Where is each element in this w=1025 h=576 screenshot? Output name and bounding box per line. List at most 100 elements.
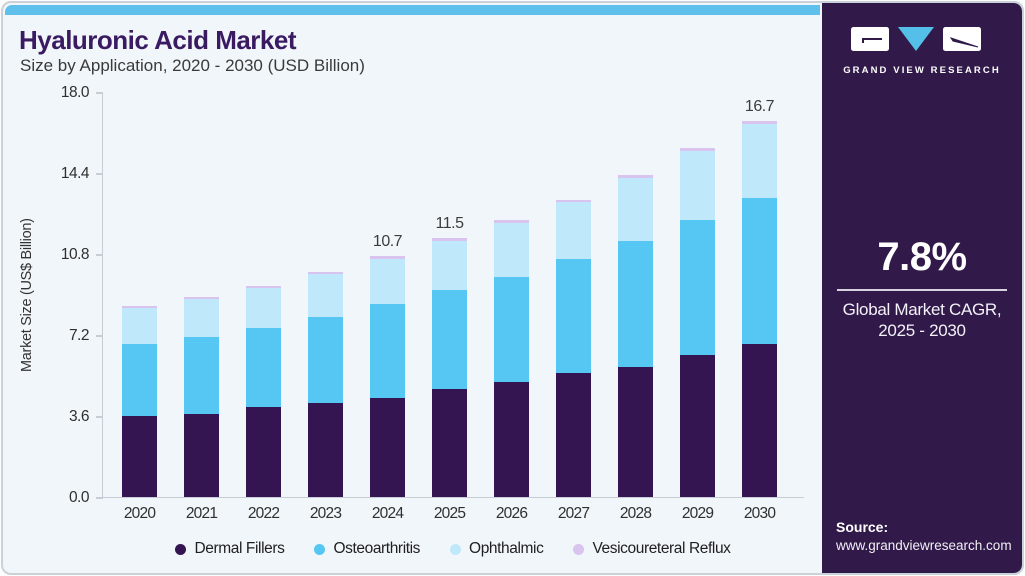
- bar-2020: [122, 305, 157, 497]
- bar-2026: [494, 220, 529, 497]
- x-tick-label-2025: 2025: [433, 505, 466, 522]
- segment-ophthalmic-2022: [246, 287, 281, 329]
- segment-ophthalmic-2029: [680, 150, 715, 221]
- source-label: Source:: [836, 519, 889, 535]
- segment-vesicoureteral-reflux-2030: [742, 121, 777, 124]
- y-tick-label-18.0: 18.0: [60, 84, 90, 101]
- segment-osteoarthritis-2026: [494, 276, 529, 383]
- segment-dermal-fillers-2029: [680, 355, 715, 497]
- bar-2029: [680, 148, 715, 497]
- segment-dermal-fillers-2020: [122, 416, 157, 497]
- segment-vesicoureteral-reflux-2028: [618, 175, 653, 178]
- segment-ophthalmic-2026: [494, 222, 529, 277]
- segment-ophthalmic-2024: [370, 258, 405, 304]
- segment-osteoarthritis-2024: [370, 303, 405, 398]
- segment-osteoarthritis-2030: [742, 197, 777, 344]
- segment-ophthalmic-2028: [618, 177, 653, 241]
- legend-dot-vesicoureteral-reflux: [573, 543, 585, 555]
- cagr-value: 7.8%: [877, 235, 967, 279]
- bar-2030: 16.7: [742, 98, 777, 497]
- segment-vesicoureteral-reflux-2029: [680, 148, 715, 151]
- segment-vesicoureteral-reflux-2022: [246, 285, 281, 288]
- x-tick-label-2020: 2020: [123, 505, 156, 522]
- segment-ophthalmic-2025: [432, 240, 467, 290]
- legend-item-dermal-fillers: Dermal Fillers: [175, 540, 285, 558]
- segment-ophthalmic-2027: [556, 202, 591, 259]
- segment-vesicoureteral-reflux-2024: [370, 256, 405, 259]
- bar-2022: [246, 285, 281, 497]
- bar-2021: [184, 296, 219, 497]
- segment-osteoarthritis-2029: [680, 220, 715, 356]
- gvr-logo-text: GRAND VIEW RESEARCH: [843, 65, 1001, 76]
- segment-osteoarthritis-2023: [308, 317, 343, 403]
- x-tick-label-2029: 2029: [681, 505, 714, 522]
- bar-value-label-2025: 11.5: [435, 215, 464, 233]
- segment-ophthalmic-2023: [308, 274, 343, 317]
- segment-ophthalmic-2020: [122, 308, 157, 344]
- segment-dermal-fillers-2026: [494, 382, 529, 497]
- segment-dermal-fillers-2021: [184, 413, 219, 497]
- bar-value-label-2030: 16.7: [744, 98, 775, 116]
- segment-osteoarthritis-2022: [246, 328, 281, 407]
- segment-vesicoureteral-reflux-2020: [122, 305, 157, 308]
- segment-vesicoureteral-reflux-2026: [494, 220, 529, 223]
- cagr-divider: [837, 289, 1007, 291]
- segment-dermal-fillers-2025: [432, 389, 467, 497]
- segment-osteoarthritis-2028: [618, 240, 653, 367]
- x-tick-label-2023: 2023: [309, 505, 342, 522]
- plot-area: 2020 2021 2022 2023 10.7 2024 11.5 2025 2026 2027…: [96, 92, 804, 522]
- top-accent-strip: [5, 5, 820, 15]
- segment-dermal-fillers-2022: [246, 407, 281, 497]
- gvr-logo-icon: [851, 27, 981, 51]
- segment-dermal-fillers-2027: [556, 373, 591, 497]
- segment-dermal-fillers-2028: [618, 366, 653, 497]
- bar-2027: [556, 200, 591, 497]
- x-tick-label-2022: 2022: [247, 505, 280, 522]
- y-tick-mark-18.0: [96, 92, 103, 94]
- bar-2024: 10.7: [370, 233, 405, 497]
- legend-item-osteoarthritis: Osteoarthritis: [314, 540, 420, 558]
- legend-label-ophthalmic: Ophthalmic: [469, 540, 544, 557]
- x-tick-label-2026: 2026: [495, 505, 528, 522]
- y-tick-label-10.8: 10.8: [60, 246, 90, 263]
- cagr-caption-line2: 2025 - 2030: [878, 321, 966, 341]
- gvr-logo: GRAND VIEW RESEARCH: [822, 25, 1022, 76]
- source-block: Source: www.grandviewresearch.com: [836, 519, 1012, 553]
- legend-dot-dermal-fillers: [175, 543, 187, 555]
- bar-value-label-2024: 10.7: [372, 233, 403, 251]
- brand-panel: GRAND VIEW RESEARCH 7.8% Global Market C…: [822, 3, 1022, 573]
- segment-dermal-fillers-2023: [308, 402, 343, 497]
- legend-dot-ophthalmic: [450, 543, 462, 555]
- cagr-callout: 7.8% Global Market CAGR, 2025 - 2030: [822, 235, 1022, 342]
- y-tick-mark-7.2: [96, 335, 103, 337]
- segment-osteoarthritis-2025: [432, 290, 467, 389]
- page-title: Hyaluronic Acid Market: [19, 25, 297, 55]
- y-tick-label-14.4: 14.4: [60, 165, 90, 182]
- segment-vesicoureteral-reflux-2025: [432, 238, 467, 241]
- legend-label-osteoarthritis: Osteoarthritis: [333, 540, 421, 557]
- x-tick-label-2030: 2030: [743, 505, 776, 522]
- y-tick-mark-10.8: [96, 254, 103, 256]
- segment-dermal-fillers-2024: [370, 398, 405, 497]
- x-tick-label-2027: 2027: [557, 505, 590, 522]
- segment-ophthalmic-2030: [742, 123, 777, 198]
- y-tick-label-7.2: 7.2: [68, 327, 90, 344]
- legend-item-vesicoureteral-reflux: Vesicoureteral Reflux: [573, 540, 731, 558]
- y-tick-label-0.0: 0.0: [68, 489, 90, 506]
- source-url-link[interactable]: www.grandviewresearch.com: [836, 538, 1012, 553]
- x-tick-label-2028: 2028: [619, 505, 652, 522]
- segment-vesicoureteral-reflux-2021: [184, 296, 219, 299]
- bar-2023: [308, 272, 343, 497]
- y-tick-mark-0.0: [96, 497, 103, 499]
- page-subtitle: Size by Application, 2020 - 2030 (USD Bi…: [20, 56, 365, 75]
- y-axis-title: Market Size (US$ Billion): [19, 218, 35, 373]
- bar-2028: [618, 175, 653, 497]
- legend-label-vesicoureteral-reflux: Vesicoureteral Reflux: [592, 540, 731, 557]
- y-tick-label-3.6: 3.6: [68, 408, 90, 425]
- chart-legend: Dermal Fillers Osteoarthritis Ophthalmic Ve…: [102, 540, 804, 558]
- y-tick-mark-3.6: [96, 416, 103, 418]
- x-tick-label-2021: 2021: [185, 505, 218, 522]
- segment-vesicoureteral-reflux-2027: [556, 200, 591, 203]
- y-tick-mark-14.4: [96, 173, 103, 175]
